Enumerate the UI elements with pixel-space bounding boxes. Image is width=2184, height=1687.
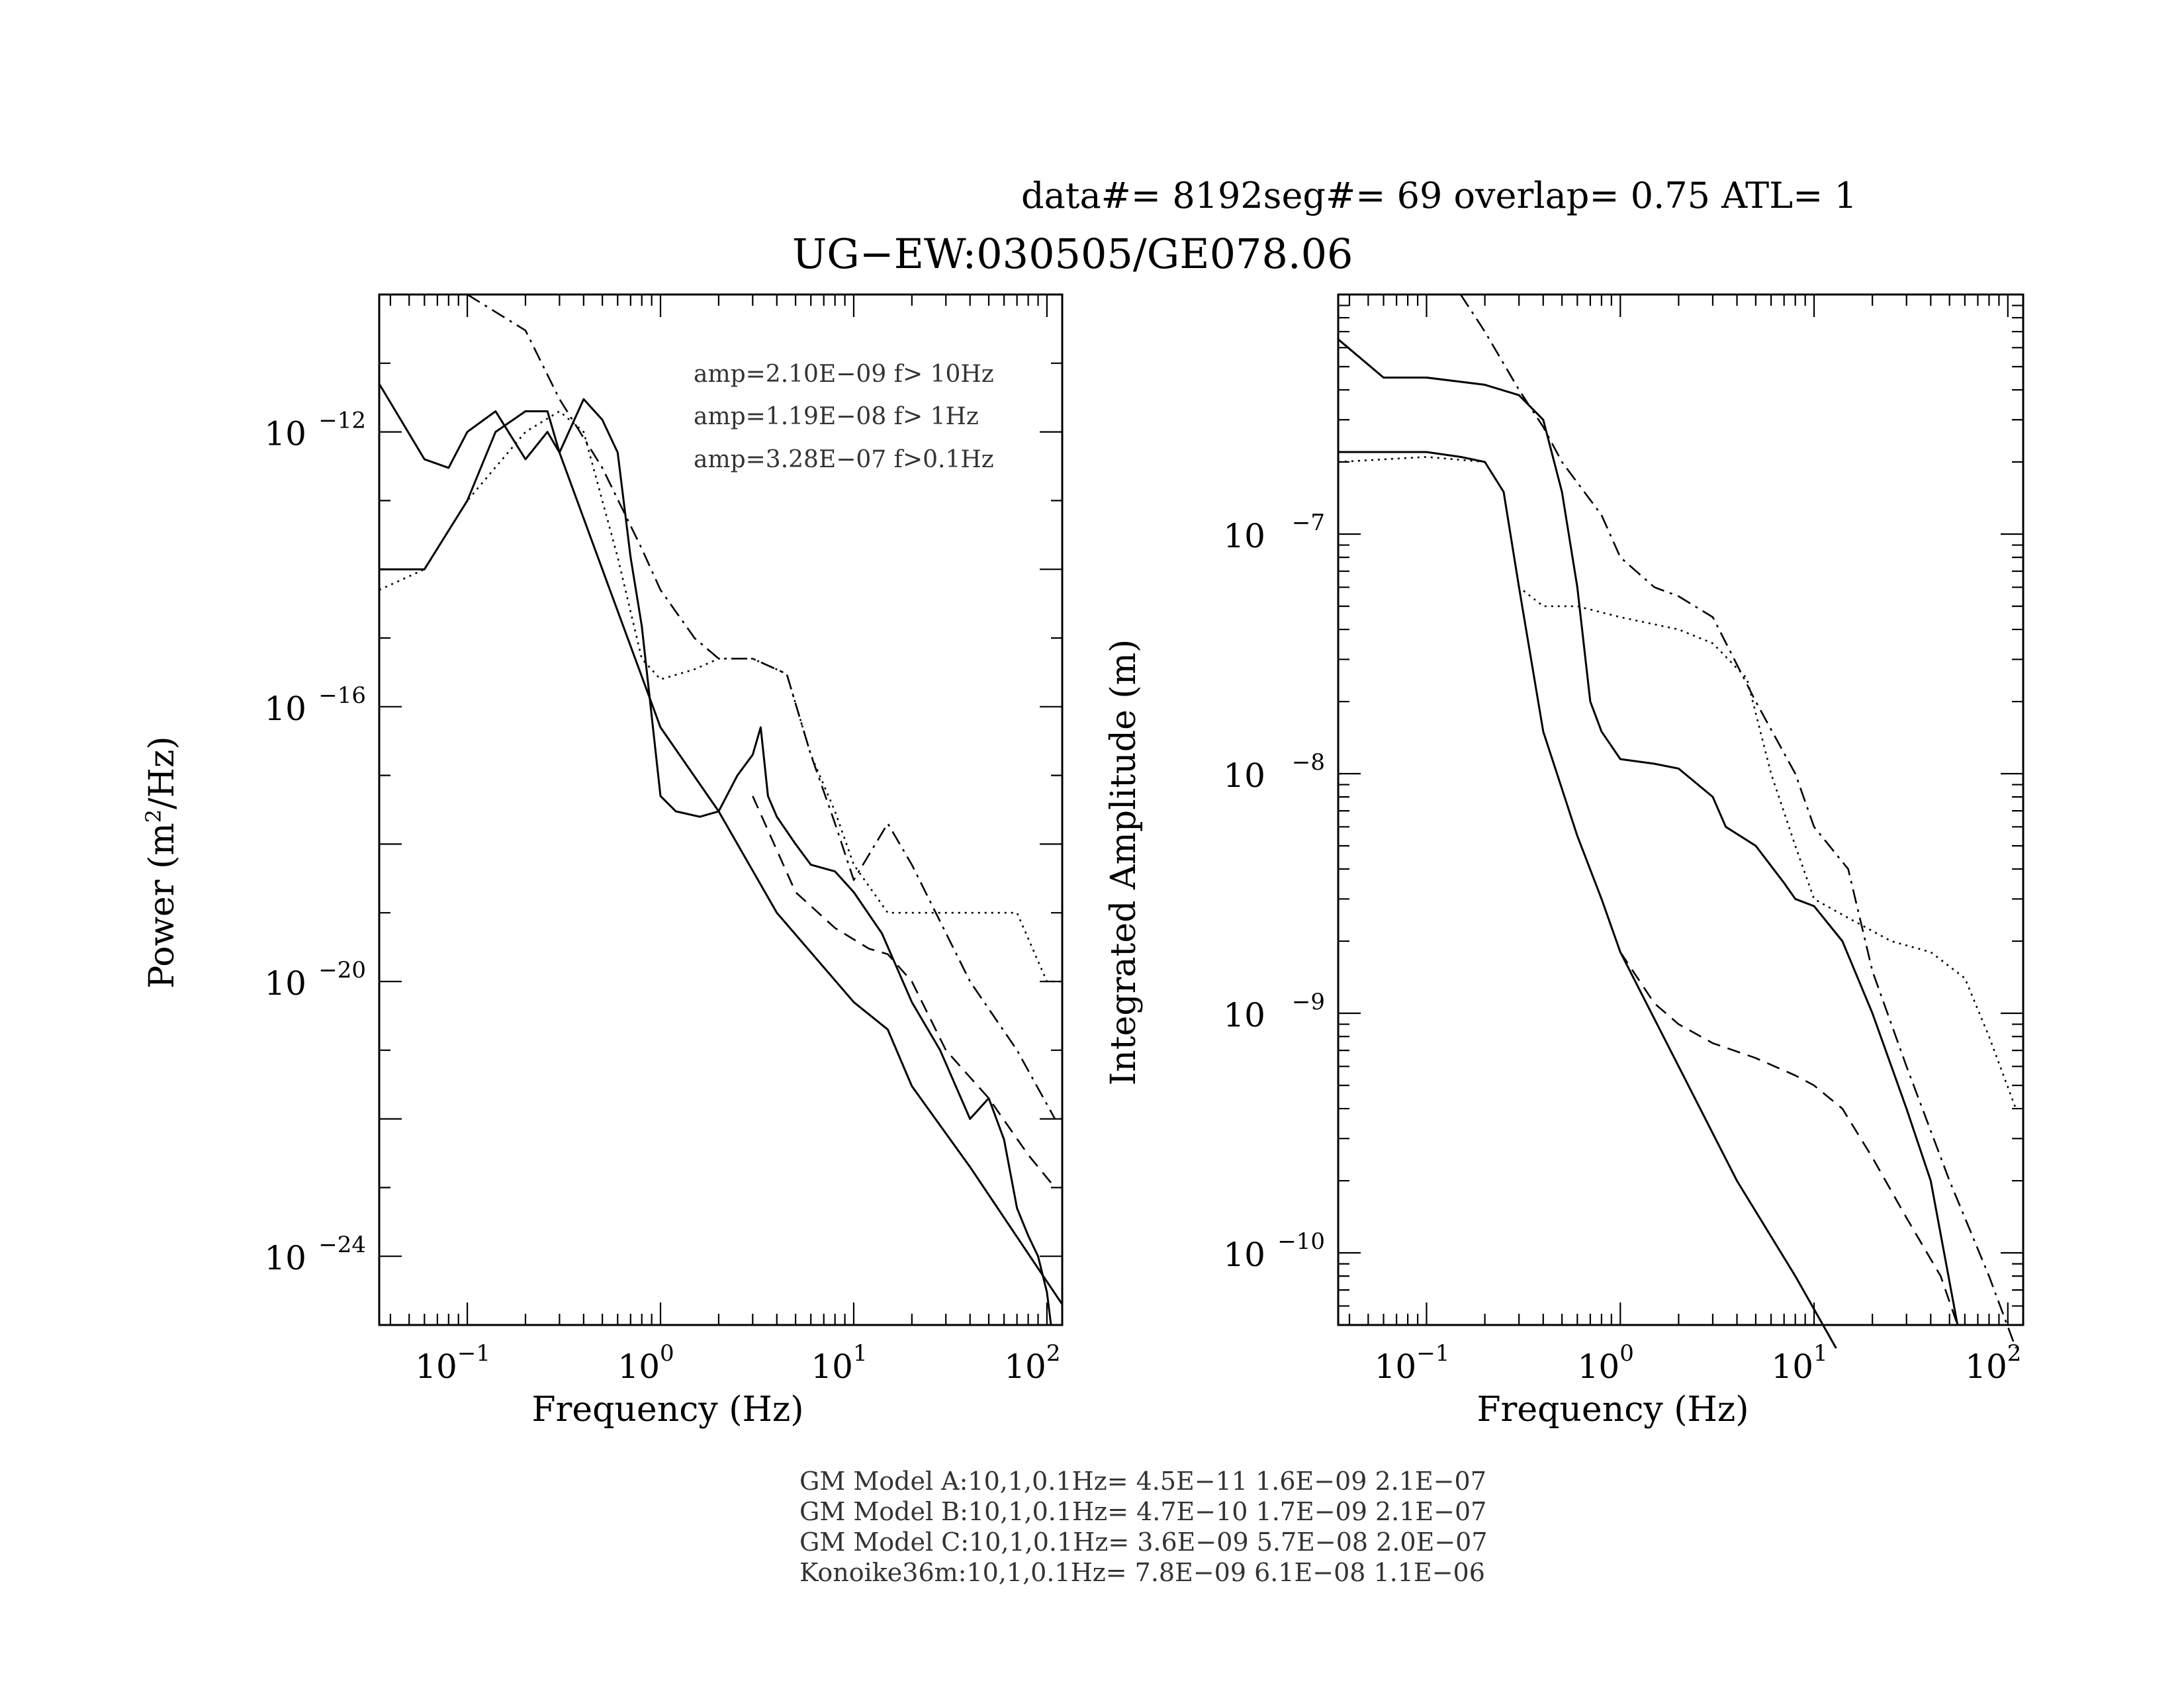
left-y-tick-labels: 10 −12 10 −16 10 −20 10 −24 bbox=[264, 408, 366, 1278]
left-x-tick-label: 100 bbox=[617, 1340, 674, 1386]
left-x-tick-label: 10−1 bbox=[415, 1340, 490, 1386]
left-y-tick-label: 10 −20 bbox=[264, 957, 366, 1003]
right-series bbox=[1338, 294, 2017, 1349]
left-series-dotted-2 bbox=[379, 410, 1062, 983]
left-x-tick-exp: 2 bbox=[1046, 1340, 1061, 1367]
right-y-tick-exp: −10 bbox=[1277, 1228, 1325, 1255]
right-series-solid-0 bbox=[1338, 338, 1959, 1326]
right-y-tick-label: 10 −10 bbox=[1223, 1228, 1325, 1274]
footer-line-model-b: GM Model B:10,1,0.1Hz= 4.7E−10 1.7E−09 2… bbox=[799, 1497, 1486, 1526]
right-series-dotted-2 bbox=[1338, 456, 2017, 1109]
left-series bbox=[378, 293, 1064, 1326]
right-x-tick-exp: −1 bbox=[1416, 1340, 1449, 1367]
left-y-tick-base: 10 bbox=[264, 964, 306, 1003]
left-y-tick-exp: −20 bbox=[318, 957, 366, 983]
right-panel: 10−1 100 101 102 10−710−810−910−10 Frequenc… bbox=[1104, 293, 2025, 1430]
left-x-tick-labels: 10−1 100 101 102 bbox=[415, 1340, 1060, 1386]
left-x-tick-label: 101 bbox=[811, 1340, 867, 1386]
right-x-tick-labels: 10−1 100 101 102 bbox=[1375, 1340, 2022, 1386]
left-y-tick-exp: −16 bbox=[318, 682, 366, 709]
left-y-tick-base: 10 bbox=[264, 415, 306, 453]
left-y-tick-label: 10 −12 bbox=[264, 408, 366, 453]
left-x-axis-label: Frequency (Hz) bbox=[531, 1390, 803, 1430]
right-series-dashed-4 bbox=[1619, 951, 1959, 1326]
right-series-dashdot-3 bbox=[1459, 294, 2017, 1349]
right-x-tick-base: 10 bbox=[1771, 1347, 1813, 1386]
left-y-tick-exp: −24 bbox=[318, 1232, 366, 1258]
left-x-tick-base: 10 bbox=[415, 1347, 457, 1386]
left-x-tick-exp: 0 bbox=[660, 1340, 674, 1367]
right-y-tick-label: 10 −9 bbox=[1223, 989, 1325, 1034]
right-x-axis-label: Frequency (Hz) bbox=[1477, 1390, 1749, 1430]
figure-info: data#= 8192seg#= 69 overlap= 0.75 ATL= 1 bbox=[1021, 175, 1857, 216]
annotation-amp-10hz: amp=2.10E−09 f> 10Hz bbox=[694, 361, 994, 388]
right-y-tick-base: 10 bbox=[1223, 756, 1265, 795]
annotation-amp-1hz: amp=1.19E−08 f> 1Hz bbox=[694, 403, 979, 430]
left-series-solid-1 bbox=[379, 410, 1064, 1305]
right-x-tick-label: 101 bbox=[1771, 1340, 1827, 1386]
left-y-tick-label: 10 −24 bbox=[264, 1232, 366, 1277]
left-x-tick-base: 10 bbox=[617, 1347, 660, 1386]
left-x-tick-exp: 1 bbox=[853, 1340, 868, 1367]
left-y-tick-exp: −12 bbox=[318, 408, 366, 434]
right-y-tick-base: 10 bbox=[1223, 1236, 1265, 1274]
left-series-dashed-4 bbox=[752, 796, 1056, 1189]
left-x-tick-label: 102 bbox=[1004, 1340, 1060, 1386]
right-y-tick-exp: −8 bbox=[1292, 749, 1325, 776]
left-y-tick-base: 10 bbox=[264, 1239, 306, 1277]
left-plot-frame bbox=[378, 293, 1064, 1326]
right-plot-frame bbox=[1337, 293, 2025, 1326]
right-x-tick-base: 10 bbox=[1578, 1347, 1620, 1386]
right-series-solid-1 bbox=[1338, 451, 1837, 1349]
right-y-tick-label: 10 −8 bbox=[1223, 749, 1325, 795]
left-series-dashdot-3 bbox=[467, 293, 1056, 1120]
footer-line-konoike: Konoike36m:10,1,0.1Hz= 7.8E−09 6.1E−08 1… bbox=[799, 1558, 1485, 1587]
left-axis-ticks bbox=[379, 293, 1062, 1326]
right-y-tick-base: 10 bbox=[1223, 517, 1265, 555]
right-x-tick-label: 10−1 bbox=[1375, 1340, 1450, 1386]
right-x-tick-exp: 1 bbox=[1813, 1340, 1828, 1367]
figure-title: UG−EW:030505/GE078.06 bbox=[792, 230, 1353, 278]
left-y-label-prefix: Power (m bbox=[142, 823, 182, 988]
left-y-label-sup: 2 bbox=[141, 809, 166, 823]
right-x-tick-base: 10 bbox=[1965, 1347, 2007, 1386]
right-y-tick-label: 10 −7 bbox=[1223, 510, 1325, 555]
right-x-tick-label: 100 bbox=[1578, 1340, 1634, 1386]
left-series-solid-0 bbox=[378, 383, 1052, 1326]
right-x-tick-base: 10 bbox=[1375, 1347, 1417, 1386]
left-y-axis-label: Power (m2/Hz) bbox=[141, 736, 182, 988]
left-y-tick-label: 10 −16 bbox=[264, 682, 366, 728]
right-y-axis-label: Integrated Amplitude (m) bbox=[1104, 639, 1144, 1086]
left-x-tick-exp: −1 bbox=[457, 1340, 490, 1367]
footer-summary: GM Model A:10,1,0.1Hz= 4.5E−11 1.6E−09 2… bbox=[799, 1467, 1488, 1587]
annotation-amp-0.1hz: amp=3.28E−07 f>0.1Hz bbox=[694, 446, 994, 473]
right-axis-ticks bbox=[1338, 293, 2023, 1325]
footer-line-model-a: GM Model A:10,1,0.1Hz= 4.5E−11 1.6E−09 2… bbox=[799, 1467, 1486, 1496]
left-x-tick-base: 10 bbox=[811, 1347, 853, 1386]
left-y-label-suffix: /Hz) bbox=[142, 736, 182, 809]
left-y-tick-base: 10 bbox=[264, 690, 306, 728]
footer-line-model-c: GM Model C:10,1,0.1Hz= 3.6E−09 5.7E−08 2… bbox=[799, 1527, 1488, 1557]
right-y-tick-exp: −9 bbox=[1292, 989, 1325, 1015]
right-x-tick-exp: 0 bbox=[1619, 1340, 1634, 1367]
right-y-tick-base: 10 bbox=[1223, 996, 1265, 1034]
right-x-tick-exp: 2 bbox=[2007, 1340, 2022, 1367]
left-x-tick-base: 10 bbox=[1004, 1347, 1046, 1386]
right-x-tick-label: 102 bbox=[1965, 1340, 2021, 1386]
right-y-tick-labels: 10 −7 10 −8 10 −9 10 −10 bbox=[1223, 510, 1325, 1274]
right-y-tick-exp: −7 bbox=[1292, 510, 1325, 536]
